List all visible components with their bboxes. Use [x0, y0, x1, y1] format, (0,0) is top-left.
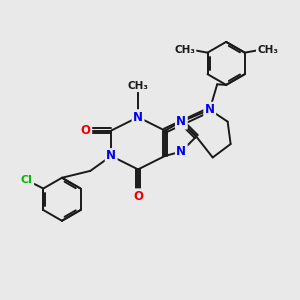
- Text: N: N: [176, 115, 186, 128]
- Text: CH₃: CH₃: [257, 45, 278, 55]
- Text: N: N: [133, 111, 143, 124]
- Text: CH₃: CH₃: [174, 45, 195, 55]
- Text: CH₃: CH₃: [128, 81, 148, 91]
- Text: Cl: Cl: [21, 175, 33, 185]
- Text: N: N: [106, 149, 116, 163]
- Text: N: N: [205, 103, 215, 116]
- Text: N: N: [176, 145, 186, 158]
- Text: O: O: [81, 124, 91, 137]
- Text: O: O: [133, 190, 143, 203]
